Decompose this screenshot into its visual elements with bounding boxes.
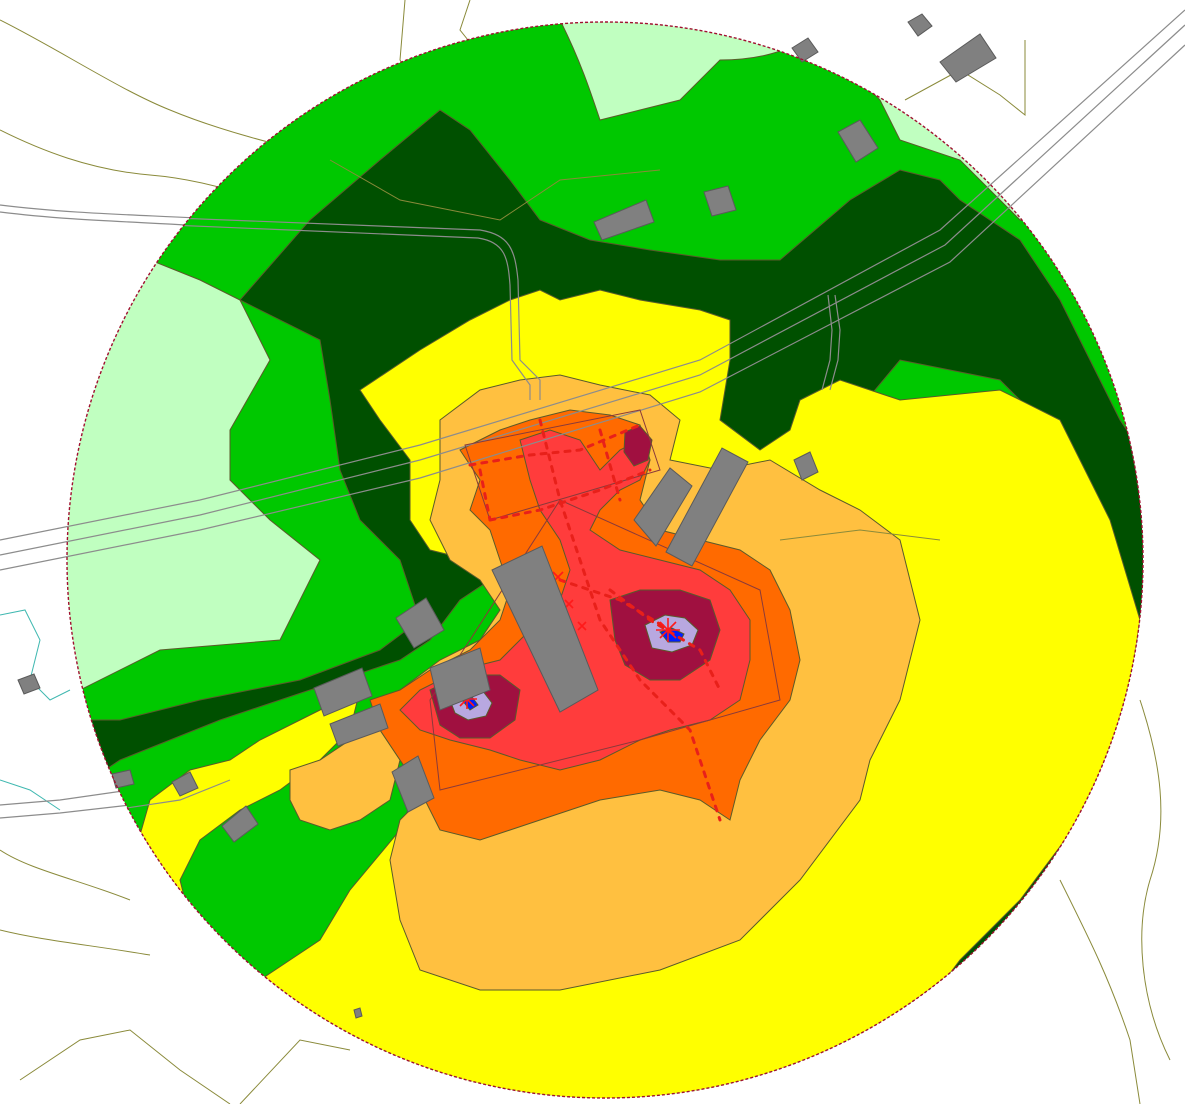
noise-sources [457, 418, 722, 822]
building [221, 805, 259, 843]
buildings [17, 13, 997, 1019]
building [329, 703, 389, 747]
building [703, 185, 737, 217]
site-outlines [329, 159, 941, 791]
building [171, 771, 199, 797]
calculation-boundary [66, 21, 1144, 1099]
building [353, 1007, 363, 1019]
contour-region [67, 22, 1143, 1098]
contour-level-8c [623, 425, 653, 467]
building [665, 447, 749, 567]
building [633, 467, 693, 547]
contour-level-5b [289, 729, 401, 831]
building [907, 13, 933, 37]
building [391, 755, 435, 813]
building [111, 769, 135, 789]
building [491, 545, 599, 713]
building [593, 199, 655, 241]
building [939, 33, 997, 83]
building [429, 647, 491, 711]
building [313, 667, 373, 717]
roads-inside [67, 22, 1143, 813]
building [793, 451, 819, 481]
building [837, 119, 879, 163]
building [395, 597, 445, 649]
building [17, 673, 41, 695]
